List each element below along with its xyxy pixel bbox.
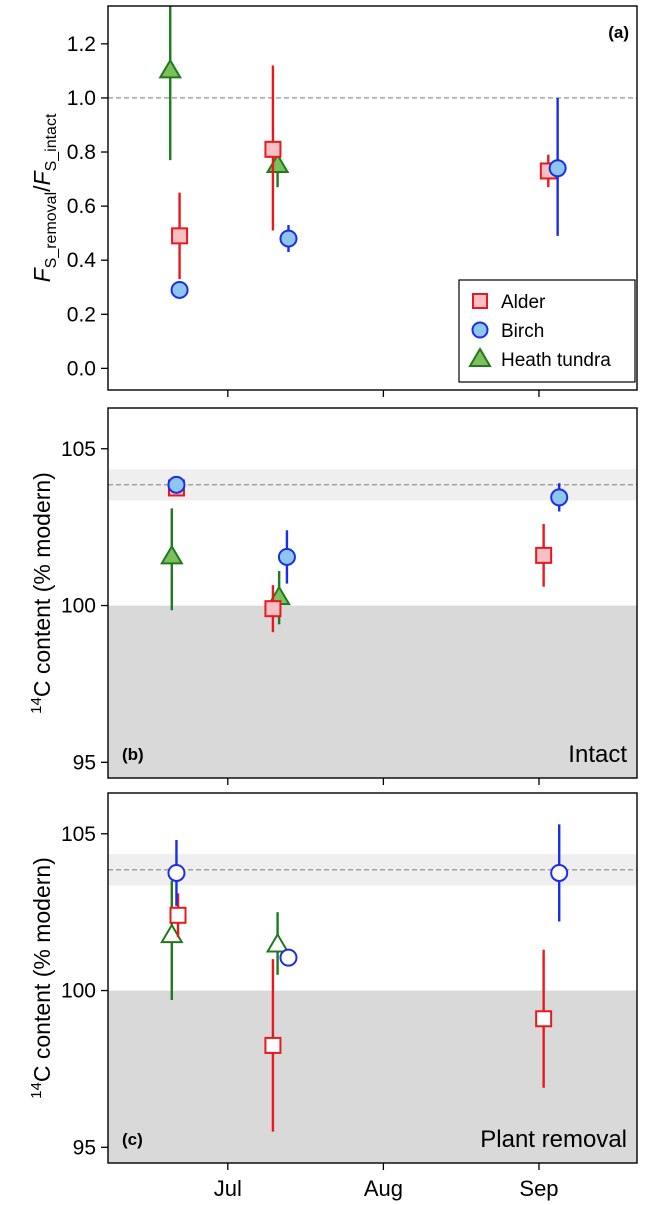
point-birch xyxy=(279,229,298,248)
series-heath xyxy=(160,880,290,1000)
point-birch xyxy=(550,488,569,507)
legend-label-alder: Alder xyxy=(501,292,546,313)
point-birch xyxy=(170,280,189,299)
panel-label: (b) xyxy=(122,745,144,764)
legend-label-heath: Heath tundra xyxy=(501,350,611,371)
plot-frame xyxy=(107,5,638,391)
plot-frame xyxy=(107,407,638,779)
legend-marker-birch xyxy=(471,321,489,339)
y-axis-label: FS_removal/FS_intact xyxy=(29,113,60,282)
y-axis-label: 14C content (% modern) xyxy=(28,857,55,1099)
point-birch xyxy=(167,475,186,494)
panel-c: 95 100 105 (c) Plant removal 14C content (% m… xyxy=(28,792,638,1170)
y-tick-label: 0.2 xyxy=(67,303,96,326)
point-birch xyxy=(167,863,186,882)
series-birch xyxy=(170,97,567,299)
legend-marker-heath xyxy=(468,347,492,367)
shade-band-below-100 xyxy=(108,605,637,778)
point-alder xyxy=(169,906,187,924)
y-tick-label: 0.4 xyxy=(67,249,97,272)
x-axis-labels: Jul Aug Sep xyxy=(214,1176,559,1201)
legend: Alder Birch Heath tundra xyxy=(458,279,636,383)
point-alder xyxy=(171,227,189,245)
series-birch xyxy=(167,824,569,967)
point-birch xyxy=(548,159,567,178)
legend-label-birch: Birch xyxy=(501,321,544,342)
y-tick-label: 100 xyxy=(61,595,96,618)
plot-frame xyxy=(107,792,638,1164)
corner-label: Plant removal xyxy=(480,1126,627,1153)
y-tick-label: 95 xyxy=(73,751,96,774)
series-birch xyxy=(167,475,569,584)
point-alder xyxy=(535,1010,553,1028)
y-tick-label: 105 xyxy=(61,823,96,846)
panel-label: (a) xyxy=(608,23,629,42)
y-axis-label: 14C content (% modern) xyxy=(28,472,55,714)
y-tick-label: 100 xyxy=(61,980,96,1003)
y-tick-label: 0.0 xyxy=(67,357,96,380)
y-tick-label: 95 xyxy=(73,1136,96,1159)
point-alder xyxy=(264,140,282,158)
point-birch xyxy=(279,948,298,967)
y-tick-label: 1.0 xyxy=(67,87,96,110)
panel-a: 0.0 0.2 0.4 0.6 0.8 1.0 1.2 (a) FS_removal/FS_in… xyxy=(29,5,638,397)
x-tick-label-jul: Jul xyxy=(214,1176,242,1201)
point-birch xyxy=(277,547,296,566)
point-heath xyxy=(160,544,184,565)
panel-label: (c) xyxy=(122,1130,143,1149)
point-alder xyxy=(264,600,282,618)
point-alder xyxy=(264,1036,282,1054)
point-heath xyxy=(158,58,182,79)
point-heath xyxy=(160,923,184,944)
corner-label: Intact xyxy=(568,741,627,768)
legend-marker-alder xyxy=(472,293,488,309)
point-heath xyxy=(265,932,290,953)
y-tick-label: 1.2 xyxy=(67,33,96,56)
x-tick-label-aug: Aug xyxy=(364,1176,403,1201)
y-tick-label: 0.8 xyxy=(67,141,96,164)
data-series xyxy=(158,6,567,299)
y-tick-label: 105 xyxy=(61,438,96,461)
y-tick-label: 0.6 xyxy=(67,195,96,218)
data-series xyxy=(160,824,569,1132)
series-alder xyxy=(169,893,553,1132)
point-alder xyxy=(535,546,553,564)
data-series xyxy=(160,475,569,633)
x-tick-label-sep: Sep xyxy=(519,1176,558,1201)
point-birch xyxy=(550,863,569,882)
panel-b: 95 100 105 (b) Intact 14C content (% modern) xyxy=(28,407,638,785)
series-heath xyxy=(158,6,290,188)
